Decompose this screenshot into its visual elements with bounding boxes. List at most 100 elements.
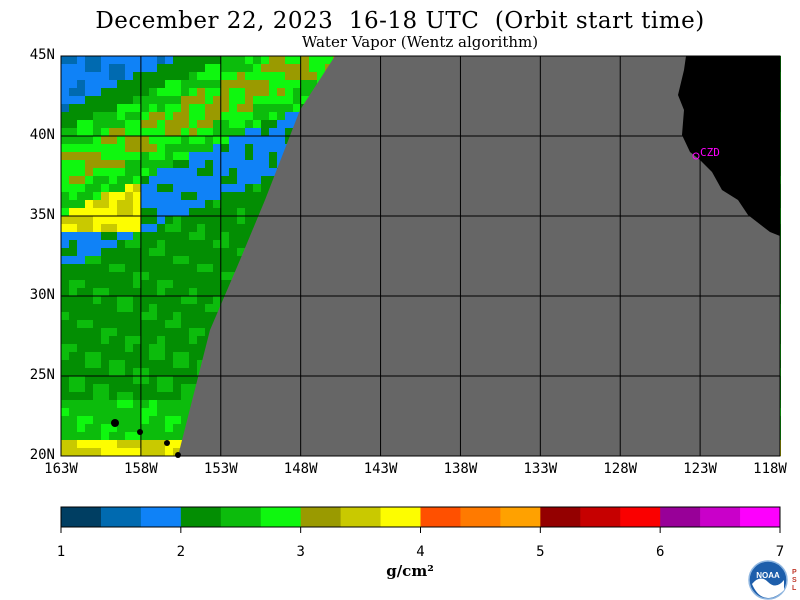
vapor-cell [317, 72, 325, 80]
vapor-cell [253, 64, 261, 72]
vapor-cell [149, 336, 157, 344]
vapor-cell [165, 184, 173, 192]
vapor-cell [205, 200, 213, 208]
vapor-cell [117, 152, 125, 160]
vapor-cell [149, 72, 157, 80]
vapor-cell [261, 168, 269, 176]
vapor-cell [85, 160, 93, 168]
vapor-cell [77, 440, 85, 448]
vapor-cell [61, 384, 69, 392]
vapor-cell [85, 240, 93, 248]
vapor-cell [173, 272, 181, 280]
vapor-cell [77, 200, 85, 208]
vapor-cell [245, 216, 253, 224]
vapor-cell [125, 296, 133, 304]
vapor-cell [245, 96, 253, 104]
vapor-cell [261, 64, 269, 72]
vapor-cell [61, 392, 69, 400]
vapor-cell [61, 152, 69, 160]
vapor-cell [205, 320, 213, 328]
vapor-cell [189, 176, 197, 184]
vapor-cell [293, 112, 301, 120]
vapor-cell [125, 168, 133, 176]
vapor-cell [101, 80, 109, 88]
vapor-cell [61, 416, 69, 424]
vapor-cell [189, 376, 197, 384]
colorbar-swatch [380, 507, 421, 527]
vapor-cell [109, 152, 117, 160]
vapor-cell [61, 112, 69, 120]
vapor-cell [61, 256, 69, 264]
vapor-cell [69, 152, 77, 160]
vapor-cell [181, 96, 189, 104]
vapor-cell [181, 88, 189, 96]
vapor-cell [269, 96, 277, 104]
vapor-cell [309, 64, 317, 72]
vapor-cell [213, 184, 221, 192]
vapor-cell [141, 72, 149, 80]
vapor-cell [133, 72, 141, 80]
vapor-cell [221, 232, 229, 240]
vapor-cell [237, 128, 245, 136]
vapor-cell [197, 184, 205, 192]
vapor-cell [117, 64, 125, 72]
vapor-cell [101, 264, 109, 272]
vapor-cell [109, 440, 117, 448]
vapor-cell [221, 256, 229, 264]
vapor-cell [229, 200, 237, 208]
vapor-cell [165, 64, 173, 72]
vapor-cell [237, 136, 245, 144]
vapor-cell [69, 56, 77, 64]
vapor-cell [285, 128, 293, 136]
vapor-cell [221, 192, 229, 200]
vapor-cell [213, 192, 221, 200]
colorbar-swatch [620, 507, 661, 527]
island [137, 429, 143, 435]
vapor-cell [109, 232, 117, 240]
vapor-cell [101, 400, 109, 408]
vapor-cell [149, 272, 157, 280]
vapor-cell [285, 96, 293, 104]
vapor-cell [173, 72, 181, 80]
vapor-cell [173, 200, 181, 208]
vapor-cell [181, 376, 189, 384]
vapor-cell [293, 104, 301, 112]
vapor-cell [125, 432, 133, 440]
vapor-cell [77, 400, 85, 408]
vapor-cell [117, 328, 125, 336]
vapor-cell [149, 296, 157, 304]
vapor-cell [165, 344, 173, 352]
vapor-cell [189, 272, 197, 280]
vapor-cell [109, 96, 117, 104]
vapor-cell [117, 296, 125, 304]
vapor-cell [229, 192, 237, 200]
vapor-cell [101, 368, 109, 376]
vapor-cell [157, 224, 165, 232]
vapor-cell [117, 304, 125, 312]
vapor-cell [221, 104, 229, 112]
vapor-cell [77, 192, 85, 200]
vapor-cell [133, 416, 141, 424]
vapor-cell [189, 160, 197, 168]
vapor-cell [165, 280, 173, 288]
vapor-cell [149, 368, 157, 376]
vapor-cell [117, 288, 125, 296]
vapor-cell [77, 248, 85, 256]
vapor-cell [85, 88, 93, 96]
vapor-cell [301, 96, 309, 104]
vapor-cell [109, 312, 117, 320]
vapor-cell [197, 264, 205, 272]
vapor-cell [85, 448, 93, 456]
vapor-cell [245, 208, 253, 216]
vapor-cell [109, 304, 117, 312]
vapor-cell [285, 88, 293, 96]
vapor-cell [221, 160, 229, 168]
vapor-cell [117, 360, 125, 368]
longitude-label: 163W [44, 461, 78, 477]
vapor-cell [85, 120, 93, 128]
vapor-cell [205, 248, 213, 256]
vapor-cell [181, 416, 189, 424]
vapor-cell [117, 88, 125, 96]
vapor-cell [269, 160, 277, 168]
